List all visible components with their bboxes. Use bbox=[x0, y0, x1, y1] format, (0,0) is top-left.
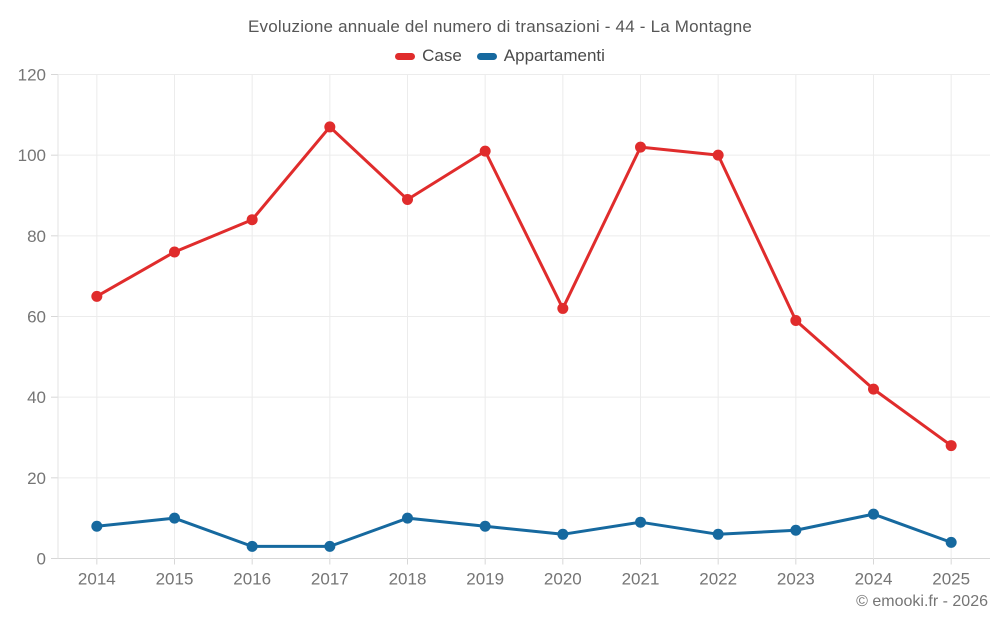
y-axis-label: 120 bbox=[18, 66, 46, 85]
x-axis-label: 2025 bbox=[932, 570, 970, 589]
y-axis-label: 40 bbox=[27, 388, 46, 407]
data-point-appartamenti-2015[interactable] bbox=[169, 512, 180, 524]
x-axis-label: 2021 bbox=[622, 570, 660, 589]
data-point-case-2017[interactable] bbox=[324, 121, 336, 133]
x-axis-label: 2022 bbox=[699, 570, 737, 589]
data-point-case-2019[interactable] bbox=[479, 145, 491, 157]
data-point-case-2021[interactable] bbox=[635, 141, 646, 153]
credit-text: © emooki.fr - 2026 bbox=[856, 593, 988, 610]
y-axis-label: 60 bbox=[27, 308, 46, 327]
data-point-case-2014[interactable] bbox=[91, 290, 103, 302]
x-axis-label: 2024 bbox=[855, 570, 893, 589]
y-axis-label: 100 bbox=[18, 146, 46, 165]
x-axis-label: 2020 bbox=[544, 570, 582, 589]
x-axis-label: 2019 bbox=[466, 570, 504, 589]
legend-item-appartamenti[interactable]: Appartamenti bbox=[476, 46, 605, 66]
data-point-case-2016[interactable] bbox=[246, 214, 258, 226]
legend: Case Appartamenti bbox=[0, 46, 1000, 66]
data-point-case-2015[interactable] bbox=[169, 246, 180, 258]
data-point-case-2025[interactable] bbox=[945, 440, 957, 452]
data-point-appartamenti-2019[interactable] bbox=[479, 520, 491, 532]
data-point-appartamenti-2016[interactable] bbox=[246, 540, 258, 552]
legend-marker-appartamenti-icon bbox=[476, 52, 497, 60]
data-point-appartamenti-2021[interactable] bbox=[635, 516, 646, 528]
data-point-appartamenti-2020[interactable] bbox=[557, 528, 569, 540]
series-line-case bbox=[95, 125, 953, 448]
data-point-appartamenti-2014[interactable] bbox=[91, 520, 103, 532]
y-axis-label: 0 bbox=[37, 550, 46, 569]
x-axis-label: 2015 bbox=[156, 570, 194, 589]
x-axis-label: 2014 bbox=[78, 570, 116, 589]
legend-marker-case-icon bbox=[395, 52, 416, 60]
data-point-appartamenti-2022[interactable] bbox=[712, 528, 724, 540]
legend-label-case: Case bbox=[422, 46, 462, 65]
y-axis-label: 20 bbox=[27, 469, 46, 488]
x-axis-label: 2023 bbox=[777, 570, 815, 589]
data-point-case-2023[interactable] bbox=[790, 315, 802, 327]
x-axis-label: 2016 bbox=[233, 570, 271, 589]
x-axis-label: 2018 bbox=[389, 570, 427, 589]
legend-item-case[interactable]: Case bbox=[395, 46, 462, 66]
data-point-appartamenti-2023[interactable] bbox=[790, 524, 802, 536]
x-axis-label: 2017 bbox=[311, 570, 349, 589]
data-point-appartamenti-2018[interactable] bbox=[402, 512, 413, 524]
data-point-appartamenti-2025[interactable] bbox=[945, 536, 957, 548]
series-line-appartamenti bbox=[95, 512, 953, 548]
data-point-case-2024[interactable] bbox=[868, 383, 879, 395]
data-point-appartamenti-2024[interactable] bbox=[868, 508, 879, 520]
data-point-case-2018[interactable] bbox=[402, 194, 413, 206]
chart-title: Evoluzione annuale del numero di transaz… bbox=[247, 17, 753, 36]
y-axis-label: 80 bbox=[27, 227, 46, 246]
data-point-case-2020[interactable] bbox=[557, 302, 569, 314]
data-point-case-2022[interactable] bbox=[712, 149, 724, 161]
legend-label-appartamenti: Appartamenti bbox=[503, 46, 605, 65]
data-point-appartamenti-2017[interactable] bbox=[324, 540, 336, 552]
